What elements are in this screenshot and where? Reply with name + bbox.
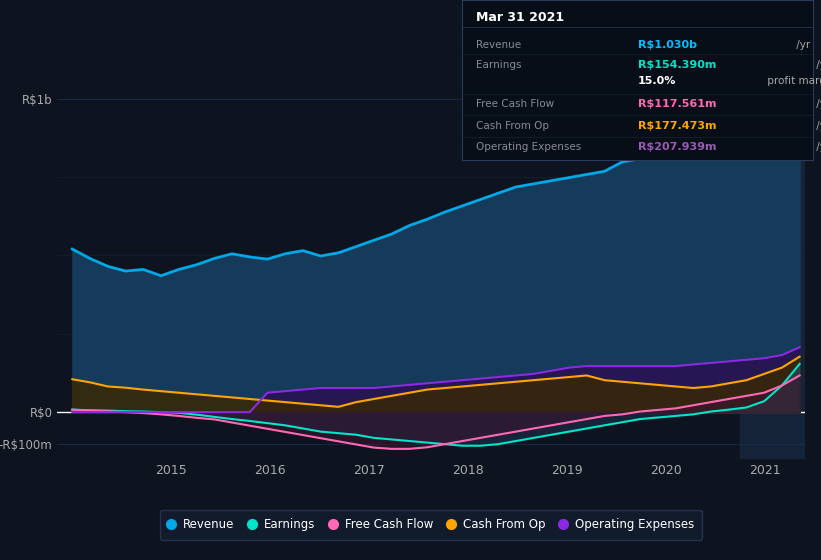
Text: R$1.030b: R$1.030b	[638, 40, 696, 50]
Text: 15.0%: 15.0%	[638, 76, 676, 86]
Text: /yr: /yr	[793, 40, 810, 50]
Bar	[741, 67, 819, 459]
Text: Mar 31 2021: Mar 31 2021	[476, 11, 564, 24]
Text: profit margin: profit margin	[764, 76, 821, 86]
Text: /yr: /yr	[813, 121, 821, 131]
Text: R$177.473m: R$177.473m	[638, 121, 716, 131]
Text: R$154.390m: R$154.390m	[638, 60, 716, 71]
Legend: Revenue, Earnings, Free Cash Flow, Cash From Op, Operating Expenses: Revenue, Earnings, Free Cash Flow, Cash …	[159, 510, 703, 539]
Text: R$117.561m: R$117.561m	[638, 99, 716, 109]
Text: Earnings: Earnings	[476, 60, 522, 71]
Text: /yr: /yr	[813, 99, 821, 109]
Text: Free Cash Flow: Free Cash Flow	[476, 99, 554, 109]
Text: /yr: /yr	[813, 60, 821, 71]
Text: Cash From Op: Cash From Op	[476, 121, 549, 131]
Text: Operating Expenses: Operating Expenses	[476, 142, 581, 152]
Text: R$207.939m: R$207.939m	[638, 142, 716, 152]
Text: Revenue: Revenue	[476, 40, 521, 50]
Text: /yr: /yr	[813, 142, 821, 152]
